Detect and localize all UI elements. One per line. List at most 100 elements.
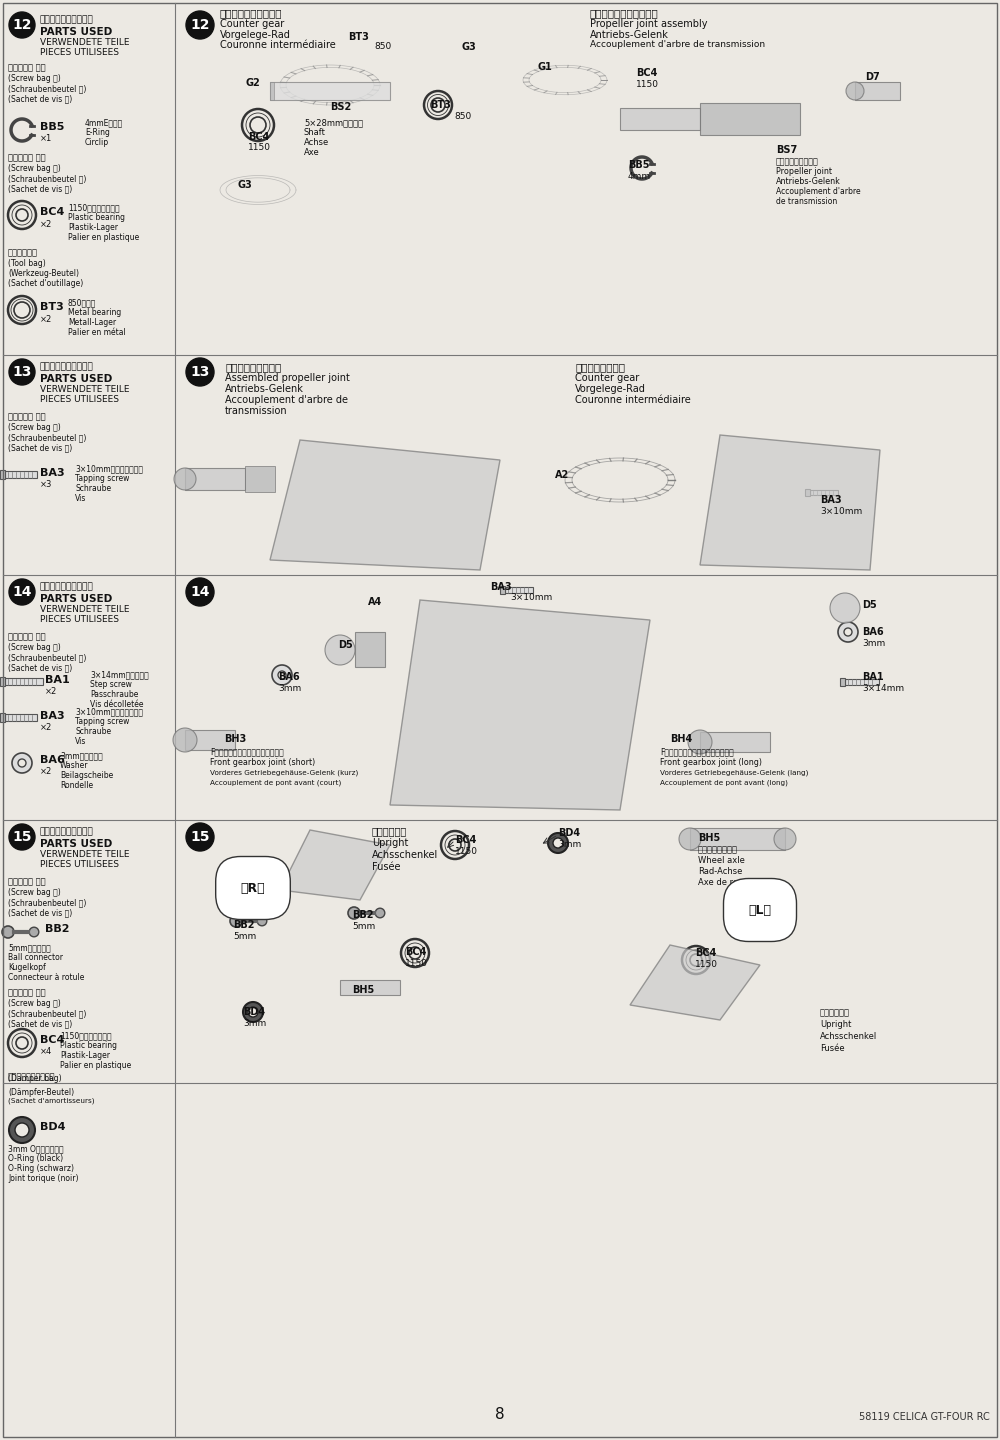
Text: Metall-Lager: Metall-Lager [68, 318, 116, 327]
Text: BD4: BD4 [243, 1007, 265, 1017]
Text: BB2: BB2 [45, 924, 70, 935]
Text: ×2: ×2 [40, 315, 52, 324]
Circle shape [18, 759, 26, 768]
Text: 1150: 1150 [248, 143, 271, 153]
Bar [690, 828, 785, 850]
Polygon shape [700, 435, 880, 570]
Circle shape [325, 635, 355, 665]
Text: BA3: BA3 [40, 711, 65, 721]
Circle shape [272, 665, 292, 685]
Bar [185, 468, 245, 490]
Circle shape [278, 671, 286, 680]
Text: 58119 CELICA GT-FOUR RC: 58119 CELICA GT-FOUR RC [859, 1413, 990, 1423]
Text: E-Ring: E-Ring [85, 128, 110, 137]
Text: ×1: ×1 [40, 134, 52, 143]
Text: 1150: 1150 [405, 959, 428, 968]
Text: 〈ビス袋詰 Ⓑ〉: 〈ビス袋詰 Ⓑ〉 [8, 63, 46, 72]
Circle shape [248, 1007, 258, 1017]
Text: VERWENDETE TEILE: VERWENDETE TEILE [40, 37, 130, 48]
Circle shape [846, 82, 864, 99]
Text: ×2: ×2 [40, 768, 52, 776]
Text: Vorgelege-Rad: Vorgelege-Rad [575, 384, 646, 395]
Circle shape [173, 729, 197, 752]
Text: A4: A4 [368, 598, 382, 608]
Text: BB2: BB2 [352, 910, 374, 920]
Bar [270, 82, 274, 99]
Bar [505, 588, 533, 593]
Text: 15: 15 [12, 829, 32, 844]
Circle shape [230, 914, 242, 927]
Text: 〈L〉: 〈L〉 [748, 903, 772, 916]
Circle shape [29, 927, 39, 937]
Text: (Schraubenbeutel Ⓑ): (Schraubenbeutel Ⓑ) [8, 899, 86, 907]
Text: Achsschenkel: Achsschenkel [820, 1032, 877, 1041]
Text: VERWENDETE TEILE: VERWENDETE TEILE [40, 384, 130, 395]
Text: 〈プロペラジョイント〉: 〈プロペラジョイント〉 [590, 9, 659, 17]
Text: Palier en plastique: Palier en plastique [60, 1061, 131, 1070]
Text: 3mmワッシャー: 3mmワッシャー [60, 752, 103, 760]
Circle shape [2, 926, 14, 937]
Circle shape [186, 12, 214, 39]
Bar [805, 490, 810, 495]
Text: ×2: ×2 [45, 687, 57, 696]
Text: transmission: transmission [225, 406, 288, 416]
Text: Beilagscheibe: Beilagscheibe [60, 770, 113, 780]
Bar [355, 632, 385, 667]
Text: PARTS USED: PARTS USED [40, 593, 112, 603]
Text: ホイールアクスル: ホイールアクスル [698, 845, 738, 854]
Text: BC4: BC4 [40, 1035, 64, 1045]
Text: Schraube: Schraube [75, 484, 111, 492]
Text: 〈R〉: 〈R〉 [241, 881, 265, 894]
Text: Fusée: Fusée [372, 863, 400, 873]
Text: PARTS USED: PARTS USED [40, 27, 112, 37]
Text: (Sachet d'amortisseurs): (Sachet d'amortisseurs) [8, 1097, 94, 1104]
Text: 1150プラベアリング: 1150プラベアリング [60, 1031, 112, 1040]
Bar [700, 732, 770, 752]
Text: 850: 850 [454, 112, 471, 121]
Text: Palier en métal: Palier en métal [68, 328, 126, 337]
Text: 3×14mm: 3×14mm [862, 684, 904, 693]
Text: Couronne intermédiaire: Couronne intermédiaire [575, 395, 691, 405]
Text: Plastik-Lager: Plastik-Lager [68, 223, 118, 232]
Text: Metal bearing: Metal bearing [68, 308, 121, 317]
Text: Achse: Achse [304, 138, 329, 147]
Text: Joint torique (noir): Joint torique (noir) [8, 1174, 78, 1184]
Text: 4mmEリング: 4mmEリング [85, 118, 123, 127]
Text: Front gearbox joint (short): Front gearbox joint (short) [210, 757, 315, 768]
Text: G3: G3 [462, 42, 477, 52]
Text: BH4: BH4 [670, 734, 692, 744]
Polygon shape [390, 600, 650, 809]
Text: 〈工具袋詰〉: 〈工具袋詰〉 [8, 248, 38, 256]
Text: 〈カウンターギヤー〉: 〈カウンターギヤー〉 [220, 9, 283, 17]
Text: O-Ring (black): O-Ring (black) [8, 1153, 63, 1164]
Bar [840, 678, 845, 685]
Text: PARTS USED: PARTS USED [40, 374, 112, 384]
Text: Propeller joint assembly: Propeller joint assembly [590, 19, 708, 29]
Text: BC4: BC4 [40, 207, 64, 217]
Text: Accouplement d'arbre de transmission: Accouplement d'arbre de transmission [590, 40, 765, 49]
Circle shape [553, 838, 563, 848]
Text: BA3: BA3 [490, 582, 512, 592]
Text: 1150プラベアリング: 1150プラベアリング [68, 203, 120, 212]
Text: 3mm: 3mm [243, 1020, 266, 1028]
Text: G1: G1 [538, 62, 553, 72]
Text: PIECES UTILISEES: PIECES UTILISEES [40, 48, 119, 58]
Text: BC4: BC4 [248, 132, 269, 143]
Text: Accouplement d'arbre: Accouplement d'arbre [776, 187, 861, 196]
Text: BS2: BS2 [330, 102, 351, 112]
Text: A2: A2 [555, 469, 569, 480]
Circle shape [9, 824, 35, 850]
Text: Couronne intermédiaire: Couronne intermédiaire [220, 40, 336, 50]
Text: 3×10mmタッピングビス: 3×10mmタッピングビス [75, 707, 143, 716]
Text: (Dämpfer-Beutel): (Dämpfer-Beutel) [8, 1089, 74, 1097]
Text: (Damper bag): (Damper bag) [8, 1074, 62, 1083]
Text: BH5: BH5 [352, 985, 374, 995]
Bar [845, 680, 879, 685]
Circle shape [348, 907, 360, 919]
Text: Fギヤーボックスジョイント（長）: Fギヤーボックスジョイント（長） [660, 747, 734, 756]
Polygon shape [280, 829, 390, 900]
Text: (Sachet de vis Ⓑ): (Sachet de vis Ⓑ) [8, 909, 72, 917]
Text: (Tool bag): (Tool bag) [8, 259, 46, 268]
Text: Vis décolletée: Vis décolletée [90, 700, 144, 708]
Text: Fギヤーボックスジョイント（短）: Fギヤーボックスジョイント（短） [210, 747, 284, 756]
